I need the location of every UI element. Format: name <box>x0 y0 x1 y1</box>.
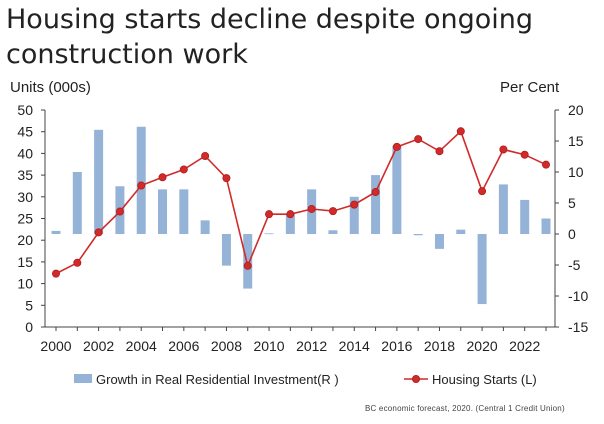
x-tick-label: 2018 <box>424 338 455 354</box>
investment-growth-bar <box>264 233 274 235</box>
housing-starts-point <box>350 200 359 209</box>
y-right-tick-label: 20 <box>568 102 584 118</box>
y-left-tick-label: 0 <box>25 319 33 335</box>
housing-starts-point <box>179 165 188 174</box>
housing-starts-point <box>222 174 231 183</box>
x-tick-label: 2012 <box>296 338 327 354</box>
y-left-tick-label: 15 <box>17 254 33 270</box>
y-right-tick-label: 15 <box>568 133 584 149</box>
investment-growth-bar <box>520 199 530 234</box>
chart-title: Housing starts decline despite ongoing c… <box>6 4 534 70</box>
housing-starts-point <box>371 188 380 197</box>
x-tick-label: 2022 <box>509 338 540 354</box>
investment-growth-bar <box>94 129 104 234</box>
housing-starts-point <box>201 152 210 161</box>
y-right-tick-label: -15 <box>568 319 588 335</box>
investment-growth-bar <box>434 234 444 249</box>
x-tick-label: 2006 <box>168 338 199 354</box>
housing-starts-point <box>435 147 444 156</box>
housing-starts-point <box>478 187 487 196</box>
y-right-tick-label: -10 <box>568 288 588 304</box>
housing-starts-point <box>520 150 529 159</box>
investment-growth-bar <box>179 189 189 234</box>
housing-starts-point <box>392 142 401 151</box>
x-tick-label: 2008 <box>211 338 242 354</box>
housing-starts-point <box>243 261 252 270</box>
y-left-tick-label: 5 <box>25 297 33 313</box>
source-note: BC economic forecast, 2020. (Central 1 C… <box>365 404 565 413</box>
investment-growth-bar <box>498 184 508 234</box>
investment-growth-bar <box>349 196 359 234</box>
investment-growth-bar <box>392 145 402 234</box>
housing-starts-point <box>73 258 82 267</box>
housing-starts-point <box>265 210 274 219</box>
y-left-tick-label: 30 <box>17 189 33 205</box>
x-tick-label: 2016 <box>381 338 412 354</box>
investment-growth-bar <box>72 172 82 234</box>
legend-marker-housing-starts <box>411 374 420 383</box>
housing-starts-point <box>158 173 167 182</box>
y-left-tick-label: 45 <box>17 124 33 140</box>
y-right-tick-label: 0 <box>568 226 576 242</box>
x-tick-label: 2002 <box>83 338 114 354</box>
housing-starts-point <box>52 269 61 278</box>
investment-growth-bar <box>477 234 487 305</box>
housing-starts-point <box>499 145 508 154</box>
housing-starts-point <box>94 228 103 237</box>
y-axis-left-title: Units (000s) <box>10 79 91 96</box>
investment-growth-bar <box>328 230 338 234</box>
housing-starts-point <box>115 207 124 216</box>
x-tick-label: 2004 <box>126 338 157 354</box>
investment-growth-bar <box>541 218 551 234</box>
x-tick-label: 2000 <box>40 338 71 354</box>
housing-starts-point <box>456 127 465 136</box>
y-right-tick-label: -5 <box>568 257 581 273</box>
investment-growth-bar <box>456 229 466 234</box>
y-right-tick-label: 10 <box>568 164 584 180</box>
housing-starts-point <box>328 207 337 216</box>
legend-swatch-investment <box>74 374 92 383</box>
housing-starts-point <box>137 181 146 190</box>
y-left-tick-label: 40 <box>17 145 33 161</box>
y-left-tick-label: 25 <box>17 211 33 227</box>
x-tick-label: 2010 <box>253 338 284 354</box>
housing-starts-line <box>55 129 547 275</box>
investment-growth-bar <box>285 214 295 234</box>
investment-growth-bar <box>243 234 253 289</box>
y-left-tick-label: 20 <box>17 232 33 248</box>
x-tick-label: 2014 <box>339 338 370 354</box>
y-left-tick-label: 10 <box>17 276 33 292</box>
x-tick-label: 2020 <box>467 338 498 354</box>
investment-growth-bar <box>221 234 231 266</box>
legend-label-housing-starts: Housing Starts (L) <box>432 372 537 387</box>
y-right-tick-label: 5 <box>568 195 576 211</box>
legend-label-investment: Growth in Real Residential Investment(R … <box>96 372 339 387</box>
y-left-tick-label: 35 <box>17 167 33 183</box>
investment-growth-bar <box>136 126 146 234</box>
investment-growth-bar <box>413 234 423 236</box>
housing-starts-point <box>307 204 316 213</box>
housing-starts-point <box>414 135 423 144</box>
housing-starts-point <box>286 210 295 219</box>
investment-growth-bar <box>200 220 210 234</box>
investment-growth-bar <box>158 189 168 234</box>
investment-growth-bar <box>371 175 381 234</box>
investment-growth-bar <box>51 230 61 234</box>
y-left-tick-label: 50 <box>17 102 33 118</box>
housing-starts-point <box>542 160 551 169</box>
y-axis-right-title: Per Cent <box>500 79 560 96</box>
